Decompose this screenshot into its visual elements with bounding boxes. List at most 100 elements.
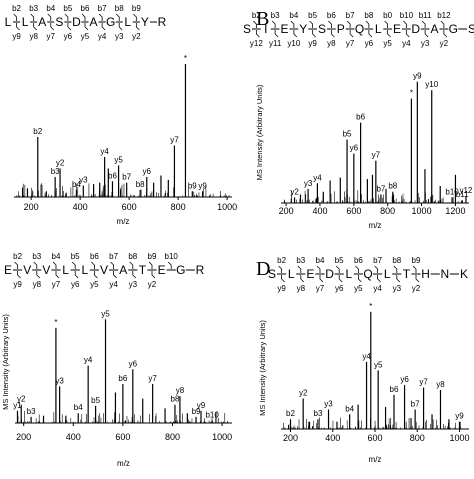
peak-label: y4 — [100, 147, 109, 156]
b-ion-label: b3 — [296, 256, 305, 265]
y-ion-bracket — [377, 275, 381, 283]
b-ion-bracket — [64, 13, 69, 21]
x-tick-label: 600 — [367, 433, 382, 443]
peak-label: y2 — [299, 389, 308, 398]
spectrum-chart-b: B S I E Y S P Q L E D A G Sb2 b3 b4 b5 b6 b7 b8 b0 b10 b11 b12… — [243, 8, 474, 230]
y-ion-label: y8 — [297, 284, 306, 293]
peak-label: b7 — [122, 173, 131, 182]
b-ion-label: b4 — [46, 4, 55, 13]
sequence-residue: E — [306, 267, 314, 281]
sequence-residue: H — [421, 267, 430, 281]
peak-label: * — [184, 54, 187, 63]
x-tick-label: 200 — [279, 206, 294, 216]
b-ion-bracket — [30, 13, 35, 21]
peak-label: y9 — [197, 401, 206, 410]
b-ion-bracket — [278, 265, 282, 273]
peak-label: y9 — [413, 72, 422, 81]
y-ion-bracket — [300, 275, 305, 283]
b-ion-label: b7 — [373, 256, 382, 265]
sequence-residue: R — [196, 263, 205, 277]
sequence-residue: A — [90, 15, 98, 29]
b-ion-label: b9 — [132, 4, 141, 13]
peak-label: b11 — [456, 190, 469, 199]
b-ion-bracket — [167, 261, 172, 269]
b-ion-bracket — [81, 13, 86, 21]
y-ion-bracket — [396, 275, 401, 283]
y-ion-bracket — [293, 30, 298, 38]
b-ion-label: b5 — [308, 11, 317, 20]
b-ion-bracket — [384, 20, 389, 28]
peak-label: y7 — [148, 374, 157, 383]
sequence-residue: L — [288, 267, 295, 281]
x-tick-label: 800 — [380, 206, 395, 216]
b-ion-label: b5 — [335, 256, 344, 265]
y-ion-label: y9 — [13, 280, 22, 289]
sequence-residue: L — [124, 15, 131, 29]
b-ion-label: b8 — [115, 4, 124, 13]
y-ion-bracket — [132, 271, 137, 279]
b-ion-label: b7 — [109, 252, 118, 261]
y-ion-label: y2 — [440, 39, 449, 48]
b-ion-bracket — [129, 261, 134, 269]
x-tick-label: 800 — [410, 433, 425, 443]
sequence-residue: L — [375, 22, 382, 36]
b-ion-label: b2 — [12, 4, 21, 13]
x-tick-label: 600 — [115, 432, 130, 442]
peak-label: b2 — [286, 409, 295, 418]
x-tick-label: 800 — [165, 432, 180, 442]
peak-label: y5 — [114, 156, 123, 165]
sequence-residue: L — [5, 15, 12, 29]
b-ion-bracket — [271, 20, 276, 28]
b-ion-label: b3 — [32, 252, 41, 261]
sequence-residue: I — [264, 22, 267, 36]
x-tick-label: 600 — [122, 202, 137, 212]
y-ion-label: y2 — [132, 32, 141, 41]
sequence-residue: A — [119, 263, 127, 277]
sequence-residue: D — [72, 15, 81, 29]
panel-letter: B — [256, 8, 269, 30]
peak-label: y2 — [290, 187, 299, 196]
y-ion-bracket — [33, 23, 37, 31]
y-ion-bracket — [319, 275, 324, 283]
sequence-residue: L — [345, 267, 352, 281]
y-ion-label: y3 — [129, 280, 138, 289]
y-ion-bracket — [255, 30, 260, 38]
peak-label: y8 — [436, 380, 445, 389]
sequence-residue: A — [38, 15, 46, 29]
y-ion-label: y5 — [354, 284, 363, 293]
y-ion-bracket — [349, 30, 354, 38]
sequence-residue: P — [337, 22, 345, 36]
x-axis-title: m/z — [369, 221, 382, 230]
peak-label: b2 — [33, 127, 42, 136]
peak-label: b6 — [356, 113, 365, 122]
b-ion-bracket — [115, 13, 120, 21]
b-ion-label: b4 — [289, 11, 298, 20]
y-ion-label: y4 — [98, 32, 107, 41]
peak-label: b3 — [314, 409, 323, 418]
peak-label: b8 — [171, 395, 180, 404]
b-ion-label: b12 — [437, 11, 451, 20]
sequence-residue: L — [62, 263, 69, 277]
peak-label: y7 — [170, 136, 179, 145]
sequence-residue: Q — [363, 267, 372, 281]
peak-label: b5 — [343, 130, 352, 139]
b-ion-bracket — [253, 20, 257, 28]
y-ion-label: y7 — [316, 284, 325, 293]
y-ion-label: y5 — [90, 280, 99, 289]
panel-letter: D — [256, 258, 270, 280]
peak-label: y4 — [313, 173, 322, 182]
y-ion-bracket — [74, 271, 79, 279]
peak-label: y4 — [84, 356, 93, 365]
y-ion-bracket — [330, 30, 335, 38]
peak-label: y12 — [459, 186, 472, 195]
b-ion-bracket — [346, 20, 351, 28]
b-ion-bracket — [335, 265, 340, 273]
b-ion-bracket — [316, 265, 321, 273]
b-ion-label: b3 — [29, 4, 38, 13]
peak-label: y6 — [129, 359, 138, 368]
